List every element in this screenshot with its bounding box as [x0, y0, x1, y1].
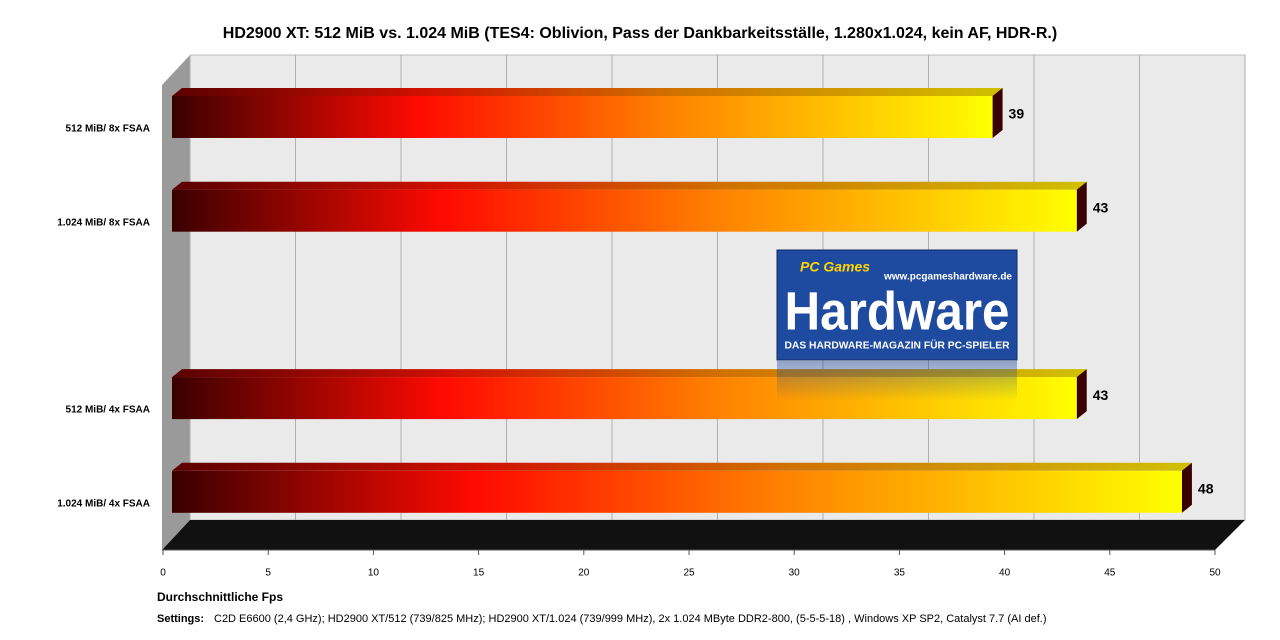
x-axis-label: Durchschnittliche Fps [157, 590, 283, 604]
logo: PC Games www.pcgameshardware.de Hardware… [776, 249, 1018, 401]
x-tick-label: 20 [578, 568, 590, 579]
y-tick-label: 1.024 MiB/ 8x FSAA [57, 217, 150, 228]
bar [172, 96, 993, 138]
side-wall [162, 55, 190, 550]
bar-end [1076, 369, 1087, 420]
y-tick-label: 1.024 MiB/ 4x FSAA [57, 498, 150, 509]
bar-top [172, 181, 1087, 190]
value-label: 39 [1009, 106, 1025, 122]
x-tick-label: 50 [1209, 568, 1221, 579]
x-tick-label: 45 [1104, 568, 1116, 579]
footnote-text: C2D E6600 (2,4 GHz); HD2900 XT/512 (739/… [214, 613, 1047, 625]
x-tick-label: 25 [683, 568, 695, 579]
logo-name: Hardware [785, 281, 1010, 341]
bar [172, 189, 1077, 232]
bar-top [172, 462, 1192, 471]
logo-url: www.pcgameshardware.de [883, 272, 1012, 283]
y-tick-label: 512 MiB/ 4x FSAA [66, 405, 150, 416]
x-tick-label: 5 [265, 568, 271, 579]
value-label: 43 [1093, 387, 1109, 403]
x-tick-label: 35 [894, 568, 906, 579]
bar-end [1181, 462, 1192, 513]
x-tick-label: 0 [160, 568, 166, 579]
bar-end [1076, 181, 1087, 232]
logo-box [776, 249, 1018, 361]
x-tick-label: 40 [999, 568, 1011, 579]
value-label: 43 [1093, 199, 1109, 215]
logo-brand: PC Games [800, 259, 870, 275]
x-tick-label: 30 [789, 568, 801, 579]
x-tick-label: 10 [368, 568, 380, 579]
y-tick-label: 512 MiB/ 8x FSAA [66, 124, 150, 135]
value-label: 48 [1198, 481, 1214, 497]
logo-tagline: DAS HARDWARE-MAGAZIN FÜR PC-SPIELER [785, 339, 1011, 352]
footnote-label: Settings: [157, 613, 204, 625]
x-tick-label: 15 [473, 568, 485, 579]
bar-top [172, 88, 1003, 96]
chart-title: HD2900 XT: 512 MiB vs. 1.024 MiB (TES4: … [223, 25, 1057, 42]
logo-reflection [777, 361, 1017, 401]
floor [162, 520, 1245, 550]
bar-end [992, 88, 1003, 138]
bar [172, 470, 1182, 513]
